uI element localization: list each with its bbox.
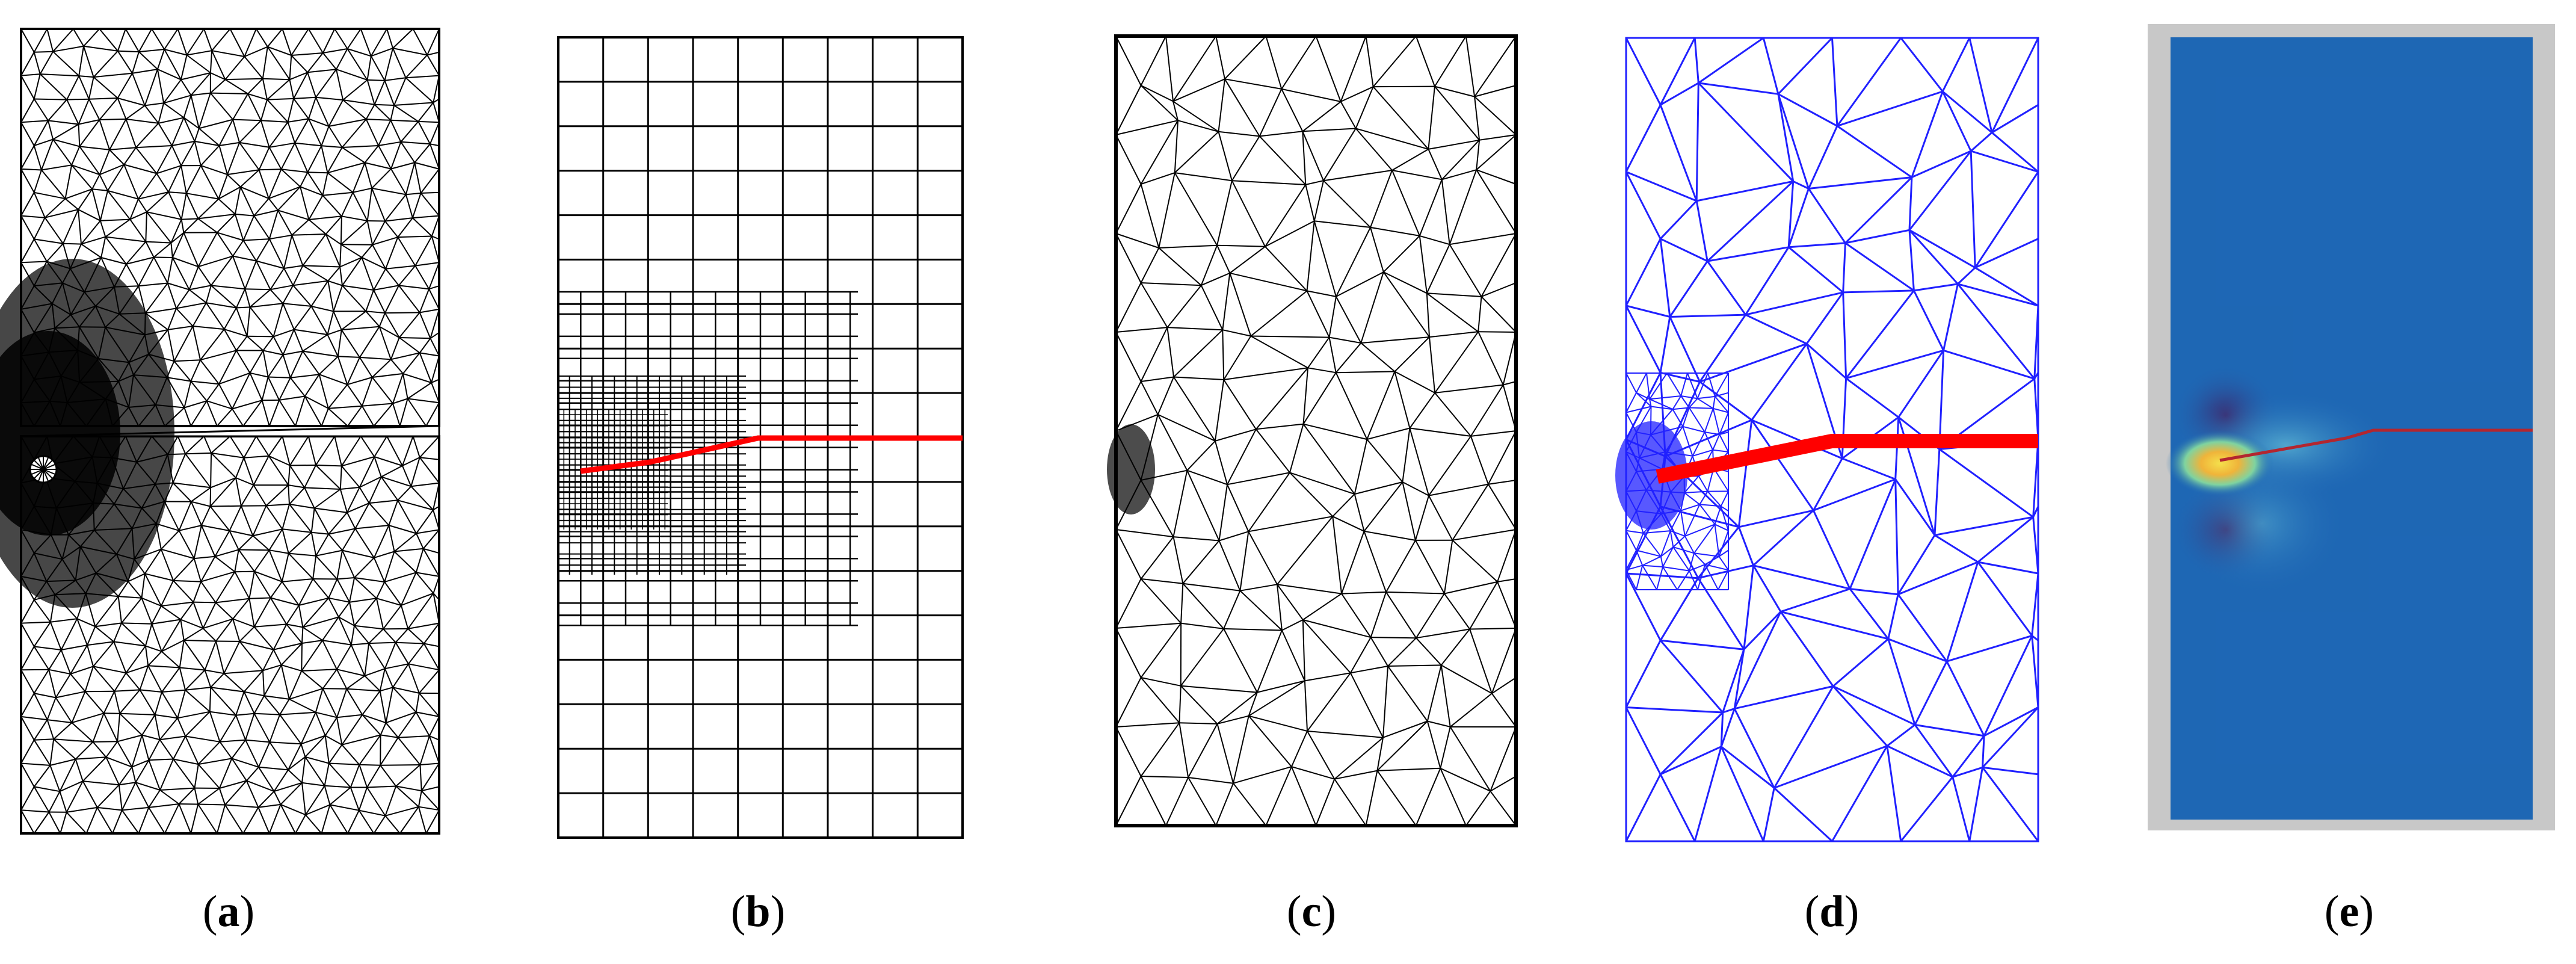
caption-d: (d) [1804,887,1860,936]
panel-a-triangle-edges [20,28,440,834]
panel-e-hot-spot [2166,430,2274,496]
panel-e-field [2148,24,2555,830]
panel-e-crack-path [2219,428,2533,462]
panel-d-refined-zone [1615,421,1687,530]
caption-c: (c) [1286,887,1337,936]
panel-b-crack-path [580,435,963,474]
caption-e: (e) [2324,887,2374,936]
panel-b-mesh [557,36,964,839]
panel-a-hole [29,455,58,484]
panel-a-refined-zone [0,259,174,608]
panel-c-refined-zone [1107,424,1155,514]
panel-a-mesh [0,28,440,835]
panel-c-mesh [1107,34,1518,827]
caption-b: (b) [730,887,786,936]
panel-d-mesh [1615,37,2039,842]
caption-a: (a) [202,887,255,936]
panel-d-crack-path [1656,434,2038,484]
panel-c-triangle-edges [1115,36,1517,826]
